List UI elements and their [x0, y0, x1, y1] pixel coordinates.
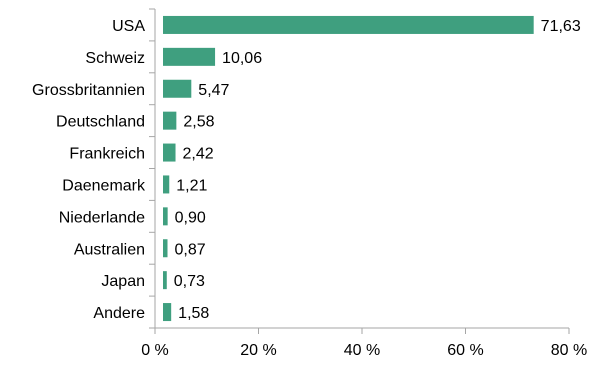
bar-deutschland	[163, 111, 177, 130]
value-label: 0,87	[175, 241, 206, 258]
value-label: 0,73	[174, 273, 205, 290]
category-label: Japan	[101, 273, 145, 290]
category-label: Grossbritannien	[32, 82, 145, 99]
value-label: 2,58	[183, 114, 214, 131]
labels-layer: USA 71,63 Schweiz 10,06 Grossbritannien 5,47 D…	[32, 18, 587, 359]
x-tick-label: 0 %	[141, 342, 169, 359]
value-label: 1,21	[176, 177, 207, 194]
bars-layer	[163, 15, 534, 322]
category-label: Schweiz	[85, 50, 145, 67]
bar-frankreich	[163, 143, 176, 162]
axes	[149, 8, 570, 334]
category-label: Frankreich	[69, 146, 145, 163]
bar-niederlande	[163, 207, 168, 226]
x-tick-label: 40 %	[344, 342, 380, 359]
value-label: 10,06	[222, 50, 262, 67]
bar-schweiz	[163, 47, 216, 66]
x-tick-label: 80 %	[551, 342, 587, 359]
value-label: 2,42	[183, 146, 214, 163]
bar-andere	[163, 303, 172, 322]
category-label: Australien	[74, 241, 145, 258]
bar-usa	[163, 15, 534, 34]
value-label: 0,90	[175, 209, 206, 226]
x-tick-label: 20 %	[240, 342, 276, 359]
value-label: 5,47	[198, 82, 229, 99]
bar-grossbritannien	[163, 79, 192, 98]
category-label: Deutschland	[56, 114, 145, 131]
category-label: USA	[112, 18, 145, 35]
x-tick-label: 60 %	[447, 342, 483, 359]
category-label: Andere	[93, 305, 145, 322]
bar-japan	[163, 271, 167, 290]
category-label: Daenemark	[62, 177, 146, 194]
bar-australien	[163, 239, 168, 258]
bar-daenemark	[163, 175, 170, 194]
value-label: 71,63	[541, 18, 581, 35]
category-label: Niederlande	[59, 209, 145, 226]
value-label: 1,58	[178, 305, 209, 322]
